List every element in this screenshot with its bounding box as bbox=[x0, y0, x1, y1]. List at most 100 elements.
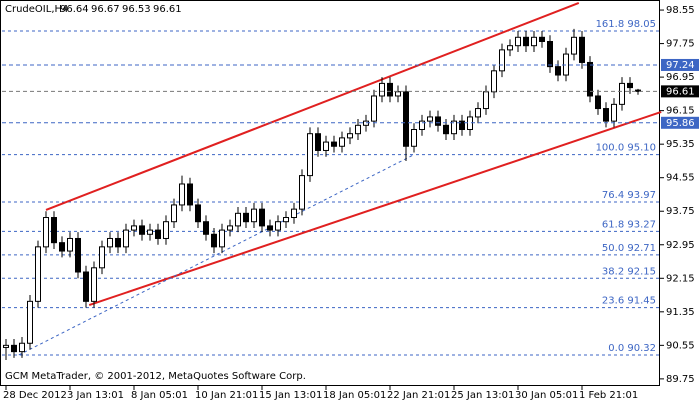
candle-body bbox=[35, 246, 41, 302]
candle-body bbox=[227, 225, 233, 231]
candle-body bbox=[403, 91, 409, 147]
candle-body bbox=[179, 183, 185, 206]
ohlc-open: 96.64 bbox=[60, 4, 89, 15]
candle-body bbox=[579, 36, 585, 63]
y-tick-label: 94.55 bbox=[666, 173, 695, 184]
candle-body bbox=[491, 70, 497, 93]
fib-label: 23.6 91.45 bbox=[602, 296, 656, 307]
candle-body bbox=[379, 82, 385, 97]
y-tick-label: 98.55 bbox=[666, 5, 695, 16]
candle-body bbox=[515, 36, 521, 47]
candle-body bbox=[443, 124, 449, 135]
price-label: 96.61 bbox=[666, 86, 695, 97]
candle-body bbox=[571, 36, 577, 55]
candle-body bbox=[395, 91, 401, 97]
x-tick-label: 3 Jan 13:01 bbox=[67, 390, 124, 401]
candle-body bbox=[523, 36, 529, 47]
candle-body bbox=[115, 237, 121, 248]
candle-body bbox=[131, 225, 137, 231]
candle-body bbox=[235, 212, 241, 227]
candle-body bbox=[19, 342, 25, 353]
candle-body bbox=[91, 267, 97, 302]
y-tick-label: 90.55 bbox=[666, 340, 695, 351]
y-tick-label: 92.95 bbox=[666, 240, 695, 251]
candle-body bbox=[259, 208, 265, 227]
candle-body bbox=[539, 36, 545, 42]
candle-body bbox=[307, 133, 313, 177]
candle-body bbox=[299, 175, 305, 210]
x-tick-label: 28 Dec 2012 bbox=[3, 390, 67, 401]
y-tick-label: 91.35 bbox=[666, 307, 695, 318]
footer: GCM MetaTrader, © 2001-2012, MetaQuotes … bbox=[5, 371, 306, 382]
candle-body bbox=[83, 271, 89, 302]
candle-body bbox=[243, 212, 249, 223]
candle-body bbox=[507, 45, 513, 51]
candle-body bbox=[387, 82, 393, 97]
candle-body bbox=[331, 141, 337, 147]
ohlc-close: 96.61 bbox=[153, 4, 182, 15]
candle-body bbox=[275, 221, 281, 231]
y-tick-label: 89.75 bbox=[666, 374, 695, 385]
candle-body bbox=[75, 237, 81, 273]
candle-body bbox=[171, 204, 177, 223]
candle-body bbox=[475, 108, 481, 118]
x-tick-label: 10 Jan 21:01 bbox=[195, 390, 258, 401]
candle-body bbox=[459, 120, 465, 131]
fib-label: 0.0 90.32 bbox=[608, 343, 656, 354]
candle-body bbox=[619, 82, 625, 105]
candle-body bbox=[251, 208, 257, 223]
candle-body bbox=[43, 217, 49, 248]
plot-frame bbox=[0, 0, 660, 386]
candle-body bbox=[291, 208, 297, 219]
x-tick-label: 18 Jan 05:01 bbox=[323, 390, 386, 401]
candle-body bbox=[211, 233, 217, 248]
candle-body bbox=[315, 133, 321, 151]
x-tick-label: 30 Jan 05:01 bbox=[515, 390, 578, 401]
candle-body bbox=[107, 237, 113, 248]
candle-body bbox=[59, 242, 65, 252]
price-box bbox=[661, 116, 699, 129]
y-tick-label: 95.35 bbox=[666, 139, 695, 150]
candle-body bbox=[603, 108, 609, 122]
y-tick-label: 96.15 bbox=[666, 106, 695, 117]
fib-label: 50.0 92.71 bbox=[602, 243, 656, 254]
candle-body bbox=[627, 82, 633, 89]
x-tick-label: 22 Jan 21:01 bbox=[387, 390, 450, 401]
y-tick-label: 92.15 bbox=[666, 273, 695, 284]
candle-body bbox=[147, 229, 153, 235]
price-box bbox=[661, 58, 699, 71]
candle-body bbox=[11, 344, 17, 353]
candle-body bbox=[67, 237, 73, 252]
candle-body bbox=[499, 49, 505, 72]
ohlc-high: 96.67 bbox=[91, 4, 120, 15]
candle-body bbox=[283, 217, 289, 223]
candle-body bbox=[419, 120, 425, 131]
candle-body bbox=[219, 229, 225, 248]
x-tick-label: 1 Feb 21:01 bbox=[579, 390, 638, 401]
candle-body bbox=[139, 225, 145, 235]
ohlc-low: 96.53 bbox=[122, 4, 151, 15]
candle-body bbox=[267, 225, 273, 231]
candle-body bbox=[123, 229, 129, 248]
chart-title: CrudeOIL,H4 bbox=[5, 4, 68, 15]
candle-body bbox=[435, 116, 441, 126]
candle-body bbox=[411, 129, 417, 147]
fib-label: 161.8 98.05 bbox=[596, 19, 656, 30]
candle-body bbox=[187, 183, 193, 206]
candle-body bbox=[595, 95, 601, 110]
candle-body bbox=[195, 204, 201, 223]
y-tick-label: 93.75 bbox=[666, 206, 695, 217]
candle-body bbox=[547, 40, 553, 68]
candle-body bbox=[555, 66, 561, 76]
x-tick-label: 25 Jan 13:01 bbox=[451, 390, 514, 401]
candle-body bbox=[203, 221, 209, 235]
candle-body bbox=[323, 141, 329, 151]
y-tick-label: 96.95 bbox=[666, 72, 695, 83]
candle-body bbox=[3, 344, 9, 348]
candle-body bbox=[531, 36, 537, 47]
trendline bbox=[45, 2, 580, 211]
candle-body bbox=[163, 221, 169, 239]
fib-label: 76.4 93.97 bbox=[602, 190, 656, 201]
